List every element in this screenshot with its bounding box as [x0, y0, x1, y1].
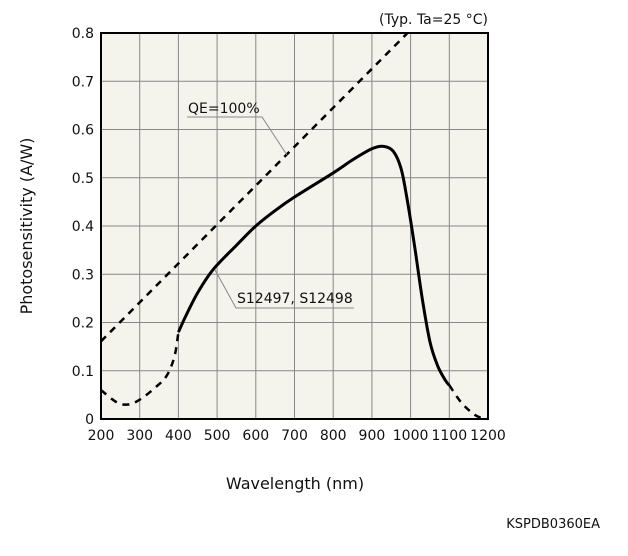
annotation-device-leader	[214, 269, 354, 309]
annotation-device: S12497, S12498	[214, 269, 354, 309]
plot-frame	[100, 32, 489, 420]
series-group	[100, 32, 489, 421]
y-tick-label: 0.4	[72, 219, 94, 235]
y-tick-label: 0.2	[72, 316, 94, 332]
series-line-0	[100, 32, 409, 343]
x-tick-label: 900	[359, 428, 386, 444]
x-tick-label: 400	[165, 428, 192, 444]
y-tick-label: 0.3	[72, 267, 94, 283]
x-tick-label: 300	[126, 428, 153, 444]
condition-label: (Typ. Ta=25 °C)	[379, 12, 488, 28]
x-tick-label: 200	[88, 428, 115, 444]
x-axis-label: Wavelength (nm)	[226, 474, 364, 493]
y-tick-label: 0.7	[72, 74, 94, 90]
x-tick-label: 500	[204, 428, 231, 444]
figure-code: KSPDB0360EA	[506, 517, 600, 532]
annotation-qe-leader	[187, 116, 288, 156]
y-tick-label: 0.5	[72, 171, 94, 187]
y-tick-label: 0.8	[72, 26, 94, 42]
x-tick-label: 1100	[431, 428, 467, 444]
y-tick-label: 0.1	[72, 364, 94, 380]
y-axis-label: Photosensitivity (A/W)	[17, 138, 36, 315]
x-tick-label: 700	[281, 428, 308, 444]
series-line-3	[448, 384, 489, 421]
annotation-device-label: S12497, S12498	[237, 291, 353, 307]
x-tick-label: 600	[242, 428, 269, 444]
series-line-2	[177, 144, 451, 387]
x-tick-label: 1000	[393, 428, 429, 444]
y-tick-label: 0.6	[72, 123, 94, 139]
y-tick-label: 0	[85, 412, 94, 428]
x-tick-label: 800	[320, 428, 347, 444]
series-line-1	[100, 331, 180, 406]
ticks: 200 300 400 500 600 700 800 900 1000 1100 1200 0 0.1…	[72, 26, 506, 444]
x-tick-label: 1200	[470, 428, 506, 444]
annotation-qe: QE=100%	[187, 101, 288, 156]
annotation-qe-label: QE=100%	[188, 101, 260, 117]
